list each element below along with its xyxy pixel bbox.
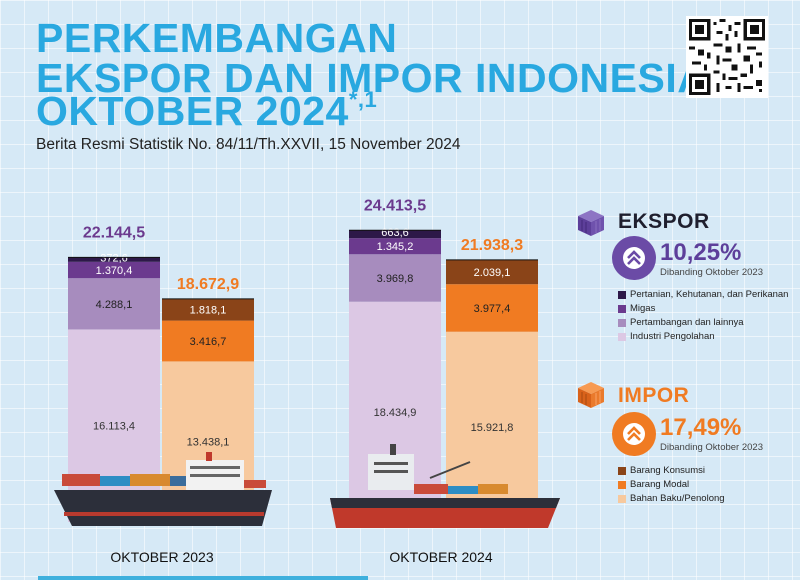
category-label-2024: OKTOBER 2024 bbox=[389, 549, 493, 565]
bar-impor-1: 15.921,8 3.977,4 2.039,1 21.938,3 bbox=[446, 237, 538, 522]
double-chevron-up-icon bbox=[612, 236, 656, 280]
bar-segment-impor bbox=[162, 320, 254, 362]
cargo-ship-2023-illustration bbox=[54, 452, 272, 526]
page-title-line3: OKTOBER 2024*,1 bbox=[36, 88, 377, 134]
legend-item: Migas bbox=[630, 303, 656, 314]
bar-segment-label: 372,6 bbox=[100, 253, 128, 265]
bar-segment-ekspor bbox=[68, 329, 160, 522]
bar-segment-ekspor bbox=[349, 238, 441, 255]
bar-segment-ekspor bbox=[68, 261, 160, 279]
legend-ekspor: EKSPOR 10,25% Dibanding Oktober 2023 Per… bbox=[576, 206, 800, 346]
bar-segment-impor bbox=[446, 259, 538, 285]
legend-ekspor-note: Dibanding Oktober 2023 bbox=[660, 267, 763, 278]
bar-segment-label: 16.113,4 bbox=[93, 421, 135, 433]
bar-segment-label: 4.288,1 bbox=[96, 299, 133, 311]
bar-segment-ekspor bbox=[349, 254, 441, 302]
legend-impor-pct: 17,49% bbox=[660, 414, 742, 441]
legend-impor-note: Dibanding Oktober 2023 bbox=[660, 442, 763, 453]
legend-swatch bbox=[618, 467, 626, 475]
legend-item: Industri Pengolahan bbox=[630, 331, 715, 342]
legend-item: Pertanian, Kehutanan, dan Perikanan bbox=[630, 289, 789, 300]
legend-swatch bbox=[618, 333, 626, 341]
page-title-line2: EKSPOR DAN IMPOR INDONESIA bbox=[36, 55, 708, 101]
legend-impor-title: IMPOR bbox=[618, 384, 690, 407]
legend-swatch bbox=[618, 319, 626, 327]
category-label-2023: OKTOBER 2023 bbox=[110, 549, 214, 565]
legend-item: Barang Konsumsi bbox=[630, 465, 705, 476]
legend-item: Pertambangan dan lainnya bbox=[630, 317, 744, 328]
bar-segment-ekspor bbox=[349, 230, 441, 239]
qr-code-icon[interactable] bbox=[686, 16, 768, 98]
bar-total-label: 22.144,5 bbox=[83, 224, 145, 241]
legend-swatch bbox=[618, 495, 626, 503]
bar-segment-label: 18.434,9 bbox=[374, 407, 417, 419]
bar-segment-ekspor bbox=[68, 278, 160, 330]
legend-item: Barang Modal bbox=[630, 479, 690, 490]
bottom-accent-bar bbox=[38, 576, 368, 580]
bar-segment-label: 3.416,7 bbox=[190, 336, 227, 348]
container-cube-icon bbox=[578, 382, 604, 408]
legend-swatch bbox=[618, 481, 626, 489]
container-cube-icon bbox=[578, 210, 604, 236]
legend-swatch bbox=[618, 291, 626, 299]
page-title-line1: PERKEMBANGAN bbox=[36, 15, 398, 61]
page-title-superscript: *,1 bbox=[348, 87, 378, 112]
bar-segment-label: 1.818,1 bbox=[190, 305, 227, 317]
double-chevron-up-icon bbox=[612, 412, 656, 456]
legend-ekspor-title: EKSPOR bbox=[618, 210, 710, 233]
cargo-ship-2024-illustration bbox=[330, 444, 560, 528]
bar-segment-impor bbox=[446, 284, 538, 332]
bar-segment-label: 15.921,8 bbox=[471, 422, 514, 434]
legend-swatch bbox=[618, 305, 626, 313]
bar-segment-label: 1.345,2 bbox=[377, 241, 414, 253]
legend-ekspor-pct: 10,25% bbox=[660, 239, 742, 266]
legend-impor: IMPOR 17,49% Dibanding Oktober 2023 Bara… bbox=[576, 378, 800, 508]
legend-item: Bahan Baku/Penolong bbox=[630, 493, 725, 504]
page-subtitle: Berita Resmi Statistik No. 84/11/Th.XXVI… bbox=[36, 136, 461, 153]
bar-total-label: 18.672,9 bbox=[177, 276, 239, 293]
page-title-line3-text: OKTOBER 2024 bbox=[36, 88, 349, 134]
bar-segment-label: 663,6 bbox=[381, 227, 409, 239]
bar-total-label: 21.938,3 bbox=[461, 237, 523, 254]
bar-segment-label: 2.039,1 bbox=[474, 267, 511, 279]
bar-segment-ekspor bbox=[68, 257, 160, 262]
bar-segment-label: 3.977,4 bbox=[474, 303, 511, 315]
bar-segment-label: 1.370,4 bbox=[96, 265, 133, 277]
bar-segment-label: 13.438,1 bbox=[187, 437, 230, 449]
bar-total-label: 24.413,5 bbox=[364, 197, 426, 214]
bar-segment-label: 3.969,8 bbox=[377, 273, 414, 285]
bar-segment-impor bbox=[162, 298, 254, 321]
